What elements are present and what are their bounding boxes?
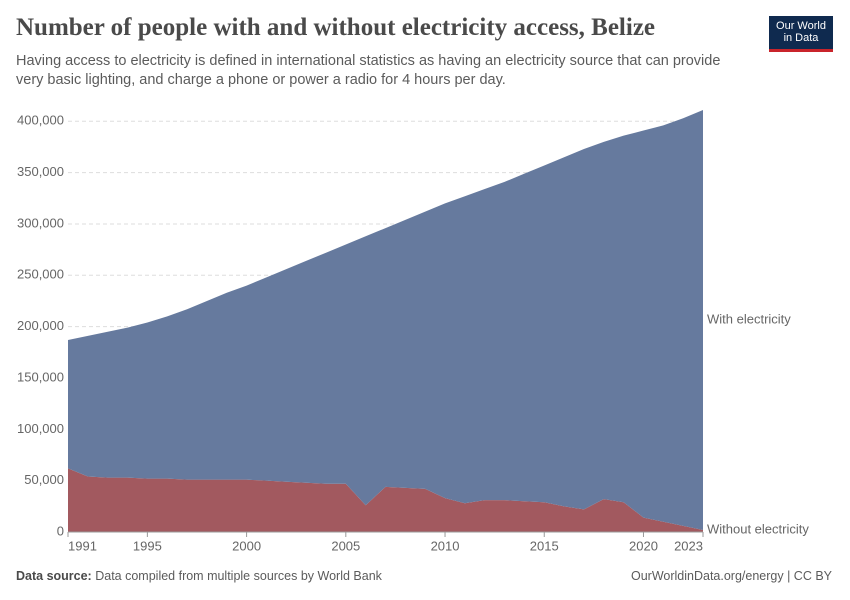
y-tick-label: 350,000 [17,164,64,179]
y-tick-label: 250,000 [17,267,64,282]
x-tick-label: 1995 [133,538,162,553]
y-tick-label: 100,000 [17,421,64,436]
x-tick-label: 2010 [431,538,460,553]
y-tick-label: 150,000 [17,369,64,384]
y-tick-label: 50,000 [24,472,64,487]
x-tick-label: 2000 [232,538,261,553]
area [68,110,703,530]
source-label: Data source: [16,569,92,583]
y-tick-label: 400,000 [17,113,64,128]
x-tick-label: 1991 [68,538,97,553]
legend-label: With electricity [707,311,791,326]
x-tick-label: 2005 [331,538,360,553]
source: Data source: Data compiled from multiple… [16,569,382,583]
x-tick-label: 2015 [530,538,559,553]
y-tick-label: 300,000 [17,215,64,230]
logo-line: Our World [776,20,826,32]
footer-link[interactable]: OurWorldinData.org/energy | CC BY [630,569,832,583]
area [68,468,703,532]
legend-label: Without electricity [707,521,809,536]
logo[interactable]: Our World in Data [769,16,833,52]
chart-title: Number of people with and without electr… [16,14,656,41]
x-tick-label: 2020 [629,538,658,553]
y-tick-label: 200,000 [17,318,64,333]
source-text: Data compiled from multiple sources by W… [95,569,382,583]
y-tick-label: 0 [57,523,64,538]
x-tick-label: 2023 [674,538,703,553]
chart-subtitle: Having access to electricity is defined … [16,53,721,88]
logo-line: in Data [783,32,819,44]
